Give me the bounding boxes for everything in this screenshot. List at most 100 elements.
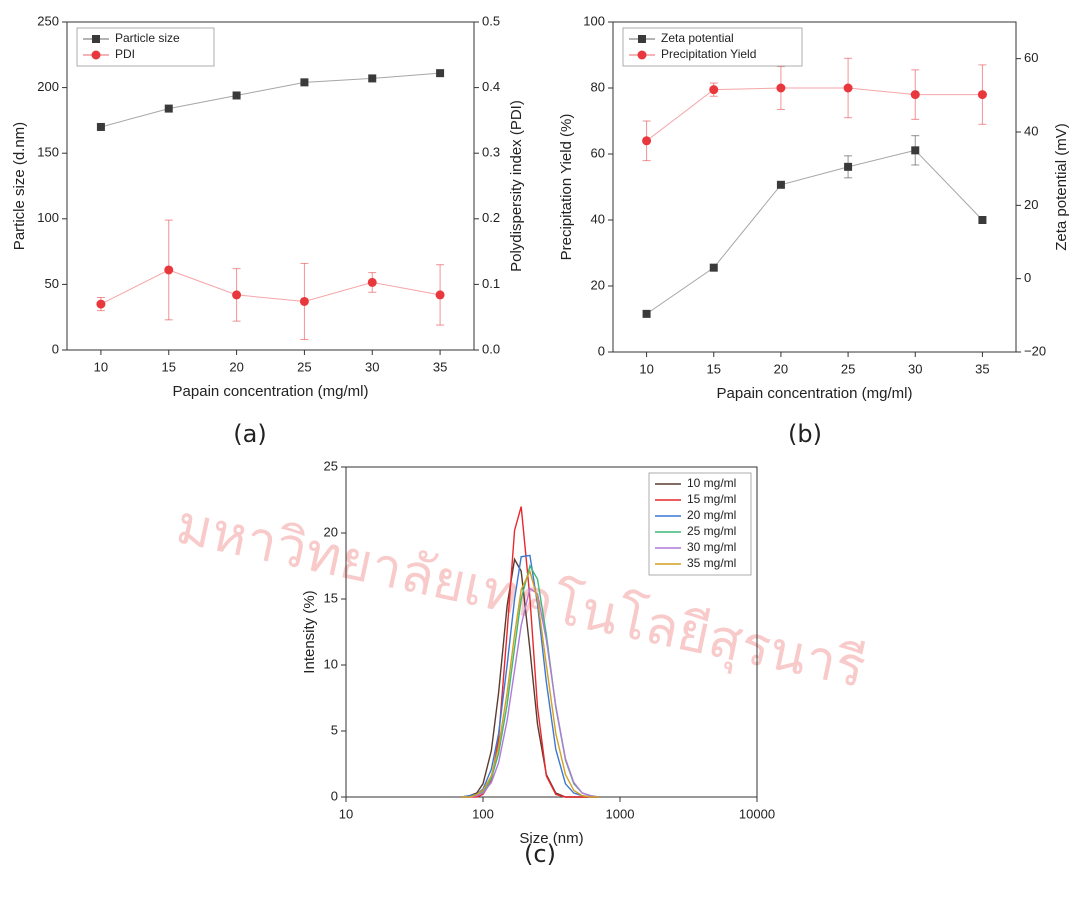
plot-frame — [66, 21, 475, 351]
marker — [642, 136, 652, 146]
y-tick-label: 20 — [591, 277, 605, 292]
x-tick-label: 20 — [774, 361, 788, 376]
marker — [368, 74, 377, 83]
legend-label: Zeta potential — [661, 31, 734, 45]
y-axis-label: Particle size (d.nm) — [11, 122, 28, 250]
x-tick-label: 35 — [433, 359, 447, 374]
x-tick-label: 15 — [162, 359, 176, 374]
y-tick-label: 60 — [591, 145, 605, 160]
y-tick-label: 0 — [598, 343, 605, 358]
legend-label: 30 mg/ml — [687, 540, 736, 554]
y-tick-label: 80 — [591, 79, 605, 94]
marker — [709, 263, 718, 272]
y-tick-label: 100 — [583, 13, 605, 28]
marker — [977, 90, 987, 100]
y2-tick-label: 0.3 — [482, 145, 500, 160]
marker — [96, 122, 105, 131]
y-tick-label: 0 — [331, 788, 338, 803]
x-tick-label: 35 — [975, 361, 989, 376]
series-line — [461, 554, 599, 798]
x-tick-label: 100 — [472, 806, 494, 821]
marker — [978, 216, 987, 224]
x-axis-label: Size (nm) — [519, 830, 583, 847]
plot-frame — [345, 466, 758, 798]
y-tick-label: 200 — [37, 79, 59, 94]
y-tick-label: 40 — [591, 211, 605, 226]
legend-marker — [638, 35, 646, 43]
marker — [436, 69, 445, 78]
y2-tick-label: 40 — [1024, 123, 1038, 138]
y-tick-label: 5 — [331, 722, 338, 737]
marker — [844, 162, 853, 171]
marker — [435, 290, 445, 300]
y-tick-label: 20 — [324, 524, 338, 539]
marker — [709, 85, 719, 95]
x-tick-label: 10 — [339, 806, 353, 821]
x-axis-label: Papain concentration (mg/ml) — [717, 385, 913, 402]
plot-frame — [612, 21, 1017, 353]
y2-tick-label: 0.1 — [482, 276, 500, 291]
marker — [164, 265, 174, 275]
y-axis-label: Precipitation Yield (%) — [558, 114, 575, 261]
x-tick-label: 30 — [365, 359, 379, 374]
marker — [910, 90, 920, 100]
marker — [96, 299, 106, 309]
y-axis-label: Intensity (%) — [301, 590, 318, 673]
y2-tick-label: 0.5 — [482, 13, 500, 28]
legend-label: 15 mg/ml — [687, 492, 736, 506]
legend-label: PDI — [115, 47, 135, 61]
marker — [776, 180, 785, 189]
marker — [911, 146, 920, 155]
marker — [164, 104, 173, 113]
marker — [232, 91, 241, 100]
y2-tick-label: 60 — [1024, 50, 1038, 65]
marker — [843, 83, 853, 93]
x-tick-label: 10000 — [739, 806, 775, 821]
marker — [776, 83, 786, 93]
legend-box — [622, 27, 803, 67]
y2-tick-label: 20 — [1024, 197, 1038, 212]
series-line — [461, 587, 599, 798]
panel-label: (c) — [524, 840, 556, 868]
x-tick-label: 25 — [297, 359, 311, 374]
panel-label: (a) — [233, 420, 266, 448]
legend-marker — [92, 35, 100, 43]
y2-tick-label: 0.2 — [482, 210, 500, 225]
series-line — [100, 72, 441, 128]
y2-tick-label: 0 — [1024, 270, 1031, 285]
y2-axis-label: Polydispersity index (PDI) — [508, 100, 525, 272]
legend-label: 20 mg/ml — [687, 508, 736, 522]
y2-tick-label: 0.4 — [482, 79, 500, 94]
y-tick-label: 10 — [324, 656, 338, 671]
legend-label: 10 mg/ml — [687, 476, 736, 490]
y-tick-label: 100 — [37, 210, 59, 225]
marker — [300, 78, 309, 87]
y-tick-label: 250 — [37, 13, 59, 28]
x-tick-label: 1000 — [606, 806, 635, 821]
legend-label: Particle size — [115, 31, 180, 45]
x-tick-label: 30 — [908, 361, 922, 376]
legend-box — [648, 472, 752, 576]
y2-axis-label: Zeta potential (mV) — [1053, 123, 1070, 251]
y-tick-label: 15 — [324, 590, 338, 605]
x-tick-label: 10 — [639, 361, 653, 376]
y-tick-label: 0 — [52, 341, 59, 356]
legend-label: 25 mg/ml — [687, 524, 736, 538]
marker — [642, 309, 651, 318]
y-tick-label: 50 — [45, 276, 59, 291]
series-line — [646, 87, 983, 142]
series-line — [461, 569, 599, 798]
legend-label: 35 mg/ml — [687, 556, 736, 570]
y2-tick-label: −20 — [1024, 343, 1046, 358]
y-tick-label: 25 — [324, 458, 338, 473]
series-line — [646, 149, 983, 315]
x-axis-label: Papain concentration (mg/ml) — [173, 383, 369, 400]
x-tick-label: 20 — [229, 359, 243, 374]
legend-label: Precipitation Yield — [661, 47, 756, 61]
series-line — [100, 269, 441, 305]
legend-box — [76, 27, 215, 67]
marker — [232, 290, 242, 300]
marker — [367, 277, 377, 287]
x-tick-label: 10 — [94, 359, 108, 374]
